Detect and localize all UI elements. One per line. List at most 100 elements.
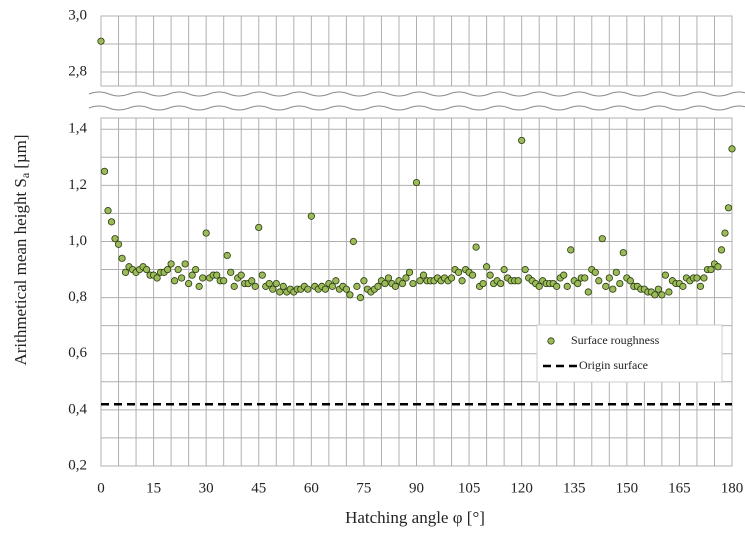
y-tick-label: 0,8 [68,289,87,305]
data-point [114,240,123,248]
data-point [104,207,112,215]
data-point [661,271,669,279]
legend-box [536,324,723,383]
data-point [230,282,238,290]
data-point [272,279,280,288]
data-point [269,285,277,293]
y-tick-label: 2,8 [68,63,87,79]
data-point [700,274,708,282]
x-tick-label: 30 [199,480,214,496]
data-point [220,277,228,285]
data-point [398,279,407,288]
x-tick-label: 15 [146,480,161,496]
data-point [255,223,263,232]
x-tick-label: 105 [458,480,481,496]
data-point [679,282,687,290]
data-point [581,274,589,282]
data-point [717,246,726,254]
data-point [584,288,592,296]
data-point [118,254,126,262]
data-point [560,271,568,279]
data-point [609,285,617,293]
data-point [276,288,284,296]
y-tick-label: 1,4 [68,121,87,137]
data-point [195,282,203,290]
legend-marker [547,337,555,345]
data-point [192,265,200,274]
data-point [574,279,582,288]
data-point [142,265,151,274]
x-tick-label: 0 [97,480,105,496]
data-point [374,282,382,290]
data-point [248,277,256,285]
data-point [111,235,119,243]
data-point [598,235,606,243]
data-point [307,212,315,220]
data-point [171,277,179,285]
data-point [602,282,610,290]
data-point [591,268,599,276]
y-tick-label: 0,4 [68,401,87,417]
data-point [658,291,666,299]
data-point [402,274,410,282]
x-tick-label: 180 [721,480,744,496]
data-point [500,265,508,274]
x-tick-label: 135 [563,480,586,496]
data-point [521,265,529,274]
data-point [360,277,368,285]
data-point [185,279,193,288]
data-point [483,263,491,271]
legend-label: Origin surface [579,358,648,372]
data-point [412,178,421,187]
y-title-unit: [µm] [11,134,30,168]
data-point [724,204,733,212]
y-tick-label: 1,2 [68,177,87,193]
data-point [416,277,424,285]
data-point [349,237,357,246]
data-point [419,271,428,279]
data-point [237,271,245,279]
y-tick-label: 0,6 [68,345,87,361]
data-point [153,274,161,282]
x-tick-label: 45 [251,480,266,496]
data-point [321,285,329,293]
data-point [468,271,477,279]
axis-break-line [88,91,745,97]
data-point [100,167,109,175]
axis-break-gap [89,92,734,112]
data-point [342,285,350,293]
data-point [616,279,624,288]
x-axis-title: Hatching angle φ [°] [345,508,485,527]
data-point [535,282,543,290]
data-point [567,246,575,254]
data-point [454,268,463,276]
x-tick-label: 120 [510,480,533,496]
data-point [346,291,354,299]
data-point [458,277,466,285]
legend-label: Surface roughness [571,333,660,347]
data-point [199,274,207,282]
data-point [174,265,182,274]
data-point [728,145,736,153]
data-point [384,274,393,282]
data-point [265,279,273,288]
data-point [696,282,705,290]
data-point [167,260,175,268]
data-point [381,279,389,288]
data-point [721,229,729,237]
data-point [328,282,336,290]
x-tick-label: 75 [356,480,371,496]
data-point [654,285,662,293]
data-point [391,282,400,290]
data-point [332,277,340,285]
data-point [304,285,312,293]
data-point [107,218,116,226]
data-point [356,294,365,302]
data-point [202,229,210,237]
data-point [486,271,494,279]
y-tick-label: 0,2 [68,457,87,473]
data-point [665,288,673,296]
data-point [258,271,266,279]
data-point [514,277,522,285]
x-tick-label: 165 [668,480,691,496]
